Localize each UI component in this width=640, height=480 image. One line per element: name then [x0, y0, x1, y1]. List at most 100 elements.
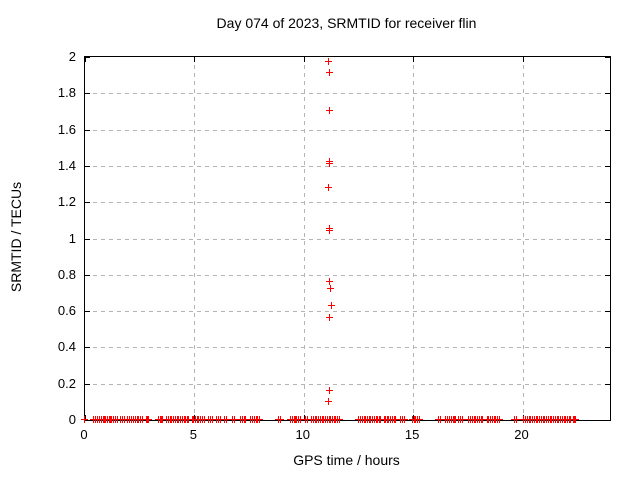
y-tick-right	[605, 202, 610, 204]
data-point-marker	[326, 69, 333, 77]
x-tick-label: 0	[80, 427, 88, 442]
x-tick-bottom	[303, 415, 305, 420]
x-tick-bottom	[85, 415, 86, 420]
data-point-marker	[325, 160, 333, 168]
y-tick-label: 1.8	[57, 85, 76, 101]
x-tick-top	[522, 57, 524, 62]
y-tick-label: 1.2	[57, 194, 76, 210]
gridline-x-20	[522, 57, 524, 420]
data-point-marker	[326, 278, 333, 286]
data-point-marker	[572, 416, 580, 423]
y-tick-right	[605, 274, 610, 276]
data-point-marker	[81, 416, 89, 423]
data-point-marker	[217, 416, 225, 423]
gridline-y-1	[85, 238, 610, 240]
data-point-marker	[201, 416, 209, 423]
data-point-marker	[159, 416, 167, 423]
gridline-x-15	[413, 57, 415, 420]
y-tick-right	[605, 129, 610, 131]
y-tick-right	[605, 311, 610, 313]
gridline-x-10	[303, 57, 305, 420]
y-tick-right	[605, 165, 610, 167]
data-point-marker	[459, 416, 466, 423]
data-point-marker	[297, 416, 305, 423]
y-tick-label: 0.8	[57, 266, 76, 282]
data-point-marker	[327, 301, 335, 309]
y-tick-left	[85, 165, 90, 167]
x-axis-title: GPS time / hours	[293, 452, 400, 468]
gridline-y-1.6	[85, 129, 610, 131]
y-tick-label: 0	[68, 412, 76, 427]
chart-title: Day 074 of 2023, SRMTID for receiver fli…	[216, 15, 477, 31]
y-tick-label: 2	[68, 49, 76, 64]
y-tick-left	[85, 311, 90, 313]
x-tick-top	[413, 57, 415, 62]
data-point-marker	[324, 58, 332, 66]
y-tick-left	[85, 347, 90, 349]
gridline-y-0.6	[85, 311, 610, 313]
data-point-marker	[335, 416, 343, 423]
y-tick-right	[605, 238, 610, 240]
y-tick-left	[85, 129, 90, 131]
x-tick-label: 15	[404, 427, 420, 442]
data-point-marker	[324, 397, 332, 405]
x-tick-label: 20	[514, 427, 529, 442]
data-point-marker	[325, 227, 333, 235]
y-tick-right	[605, 93, 610, 95]
data-point-marker	[479, 416, 487, 423]
y-tick-left	[85, 420, 90, 421]
data-point-marker	[256, 416, 263, 423]
gridline-y-1.4	[85, 165, 610, 167]
y-tick-label: 0.6	[57, 303, 76, 319]
x-tick-bottom	[194, 415, 196, 420]
x-tick-top	[194, 57, 196, 62]
data-point-marker	[277, 416, 285, 423]
data-point-marker	[513, 416, 521, 423]
x-tick-label: 10	[295, 427, 310, 442]
y-tick-label: 0.4	[57, 339, 76, 355]
data-point-marker	[231, 416, 239, 423]
x-tick-label: 5	[189, 427, 197, 442]
y-tick-label: 1.4	[57, 157, 76, 173]
data-point-marker	[326, 107, 334, 115]
y-tick-right	[605, 57, 610, 58]
gridline-y-0.8	[85, 274, 610, 276]
data-point-marker	[304, 416, 312, 423]
gridline-y-1.2	[85, 202, 610, 204]
data-point-marker	[495, 416, 503, 423]
y-tick-left	[85, 383, 90, 385]
y-tick-label: 0.2	[57, 375, 76, 391]
data-point-marker	[400, 416, 408, 423]
y-tick-right	[605, 347, 610, 349]
gridline-y-0.2	[85, 383, 610, 385]
y-tick-left	[85, 93, 90, 95]
data-point-marker	[392, 416, 400, 423]
gridline-y-0.4	[85, 347, 610, 349]
data-point-marker	[145, 416, 153, 423]
data-point-marker	[325, 314, 333, 322]
x-tick-bottom	[413, 415, 415, 420]
y-tick-right	[605, 420, 610, 421]
y-tick-label: 1	[68, 230, 76, 246]
plot-area	[81, 56, 611, 423]
y-tick-left	[85, 202, 90, 204]
data-point-marker	[325, 386, 333, 394]
data-point-marker	[327, 285, 335, 293]
data-point-marker	[209, 416, 217, 423]
gridline-y-1.8	[85, 93, 610, 95]
data-point-marker	[223, 416, 231, 423]
data-point-marker	[242, 416, 249, 423]
data-point-marker	[324, 183, 332, 191]
x-tick-top	[303, 57, 305, 62]
y-tick-left	[85, 238, 90, 240]
y-tick-right	[605, 383, 610, 385]
x-tick-top	[85, 57, 86, 62]
y-tick-label: 1.6	[57, 121, 76, 137]
y-tick-left	[85, 274, 90, 276]
data-point-marker	[415, 416, 423, 423]
x-tick-bottom	[522, 415, 524, 420]
data-point-marker	[436, 416, 444, 423]
gridline-x-5	[194, 57, 196, 420]
y-tick-left	[85, 57, 90, 58]
